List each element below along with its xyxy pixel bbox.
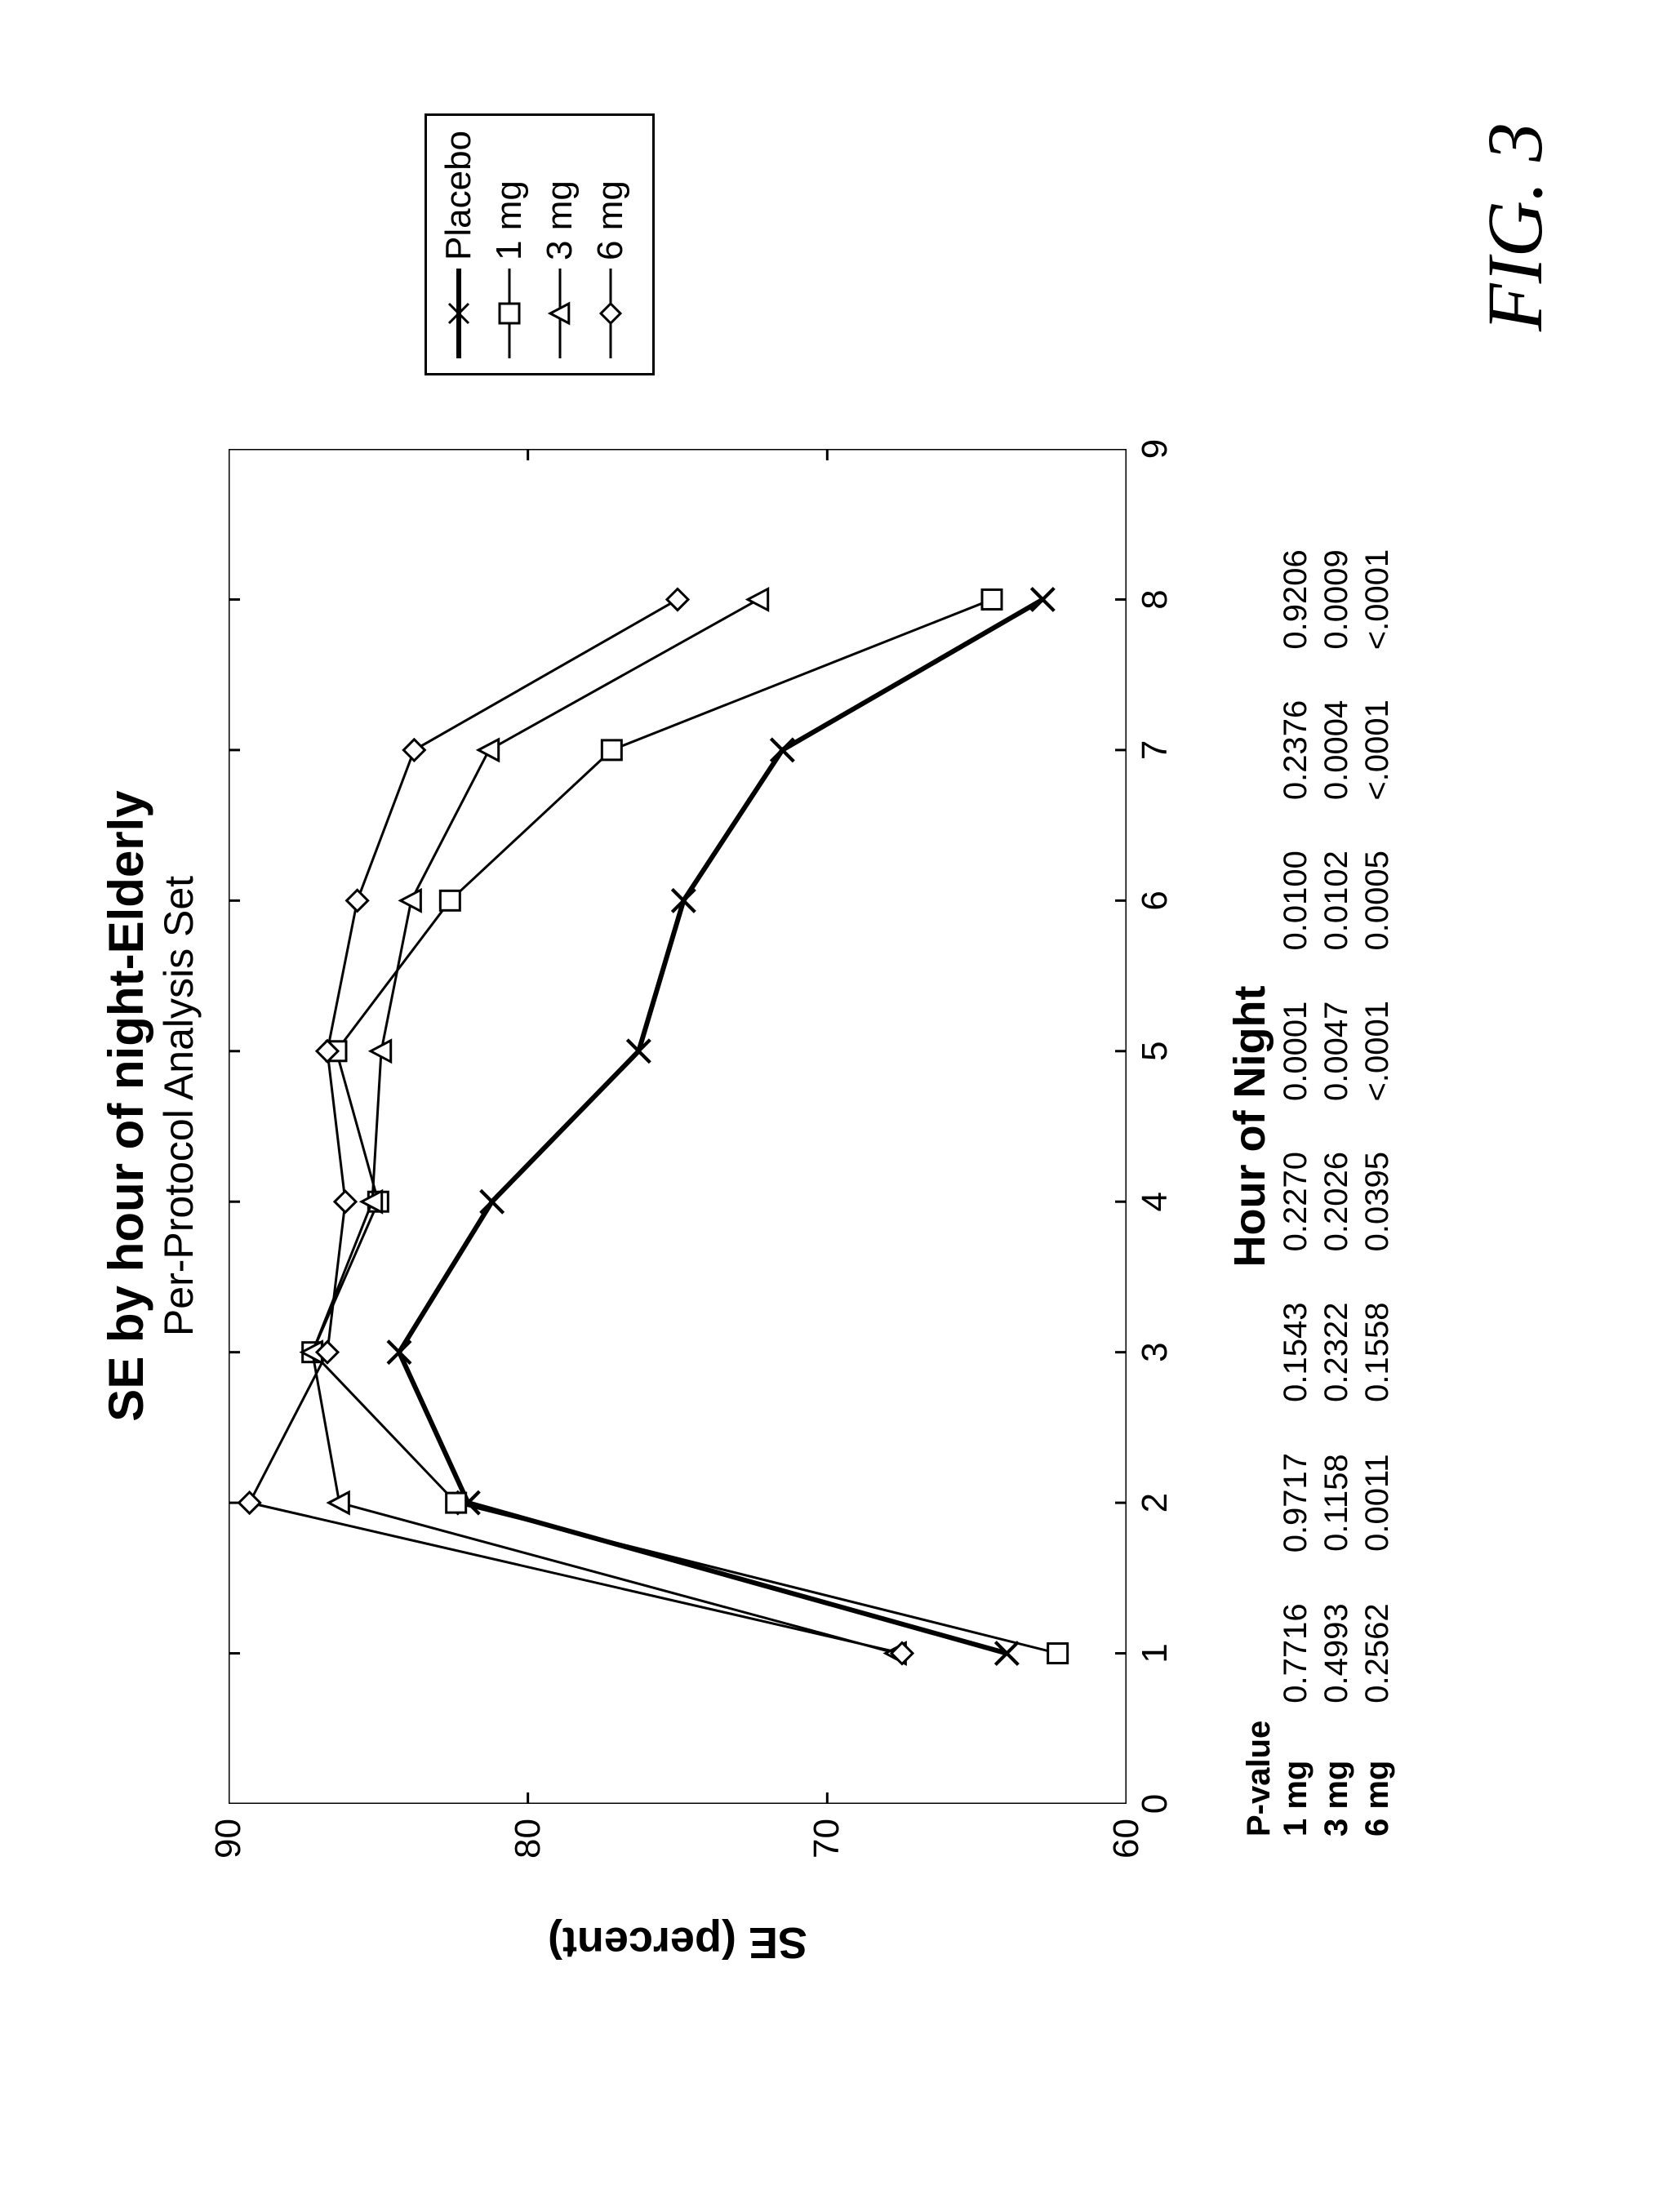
pvalue-row-label: 3 mg <box>1318 1739 1355 1837</box>
legend-label: 3 mg <box>540 180 580 260</box>
legend-label: 1 mg <box>489 180 530 260</box>
pvalue-cell: 0.2376 <box>1278 700 1314 800</box>
pvalue-row: 3 mg0.49930.11580.23220.20260.00470.0102… <box>1318 1721 1359 1837</box>
landscape-canvas: SE by hour of night-Elderly Per-Protocol… <box>0 0 1658 2212</box>
x-tick-label: 3 <box>1135 1342 1176 1361</box>
pvalue-cell: 0.0011 <box>1359 1454 1396 1551</box>
legend-item: Placebo <box>438 131 479 358</box>
pvalue-cell: <.0001 <box>1359 700 1396 800</box>
x-tick-label: 9 <box>1135 439 1176 459</box>
y-tick-label: 70 <box>807 1819 847 1859</box>
legend-item: 1 mg <box>489 131 530 358</box>
x-tick-label: 0 <box>1135 1794 1176 1814</box>
pvalue-cell: 0.9717 <box>1278 1453 1314 1552</box>
pvalue-cell: 0.2270 <box>1278 1152 1314 1251</box>
pvalue-cell: 0.7716 <box>1278 1603 1314 1703</box>
legend-marker-icon <box>493 269 526 358</box>
rotator: SE by hour of night-Elderly Per-Protocol… <box>0 0 1658 2212</box>
pvalue-cell: 0.2322 <box>1318 1303 1355 1402</box>
plot-area: SE (percent) Hour of Night 0123456789607… <box>229 449 1127 1804</box>
pvalue-cell: 0.4993 <box>1318 1603 1355 1703</box>
pvalue-cell: 0.0005 <box>1359 851 1396 950</box>
y-tick-label: 80 <box>508 1819 549 1859</box>
pvalue-cell: 0.0102 <box>1318 851 1355 950</box>
x-tick-label: 8 <box>1135 589 1176 609</box>
y-axis-label: SE (percent) <box>548 1917 807 1968</box>
legend-marker-icon <box>594 269 627 358</box>
pvalue-row-label: 6 mg <box>1359 1739 1396 1837</box>
legend-marker-icon <box>442 269 475 358</box>
pvalue-cell: 0.2026 <box>1318 1152 1355 1251</box>
pvalue-row-label: 1 mg <box>1278 1739 1314 1837</box>
pvalue-cell: 0.0004 <box>1318 700 1355 800</box>
pvalue-cell: 0.0001 <box>1278 1002 1314 1101</box>
figure-label: FIG. 3 <box>1469 122 1560 331</box>
legend-item: 6 mg <box>590 131 631 358</box>
x-tick-label: 2 <box>1135 1493 1176 1512</box>
chart-subtitle: Per-Protocol Analysis Set <box>155 0 202 2212</box>
x-tick-label: 6 <box>1135 891 1176 910</box>
x-tick-label: 1 <box>1135 1643 1176 1663</box>
pvalue-row: 1 mg0.77160.97170.15430.22700.00010.0100… <box>1278 1721 1318 1837</box>
legend-item: 3 mg <box>540 131 580 358</box>
legend-label: Placebo <box>438 131 479 260</box>
pvalue-row: 6 mg0.25620.00110.15580.0395<.00010.0005… <box>1359 1721 1400 1837</box>
pvalue-cell: <.0001 <box>1359 549 1396 650</box>
plot-svg <box>229 449 1127 1804</box>
legend-marker-icon <box>544 269 576 358</box>
pvalue-cell: 0.1543 <box>1278 1303 1314 1402</box>
x-tick-label: 5 <box>1135 1042 1176 1061</box>
pvalue-cell: 0.1158 <box>1318 1454 1355 1551</box>
legend-label: 6 mg <box>590 180 631 260</box>
pvalue-cell: 0.9206 <box>1278 549 1314 649</box>
x-tick-label: 4 <box>1135 1192 1176 1211</box>
pvalue-cell: 0.0395 <box>1359 1152 1396 1251</box>
pvalue-table: P-value1 mg0.77160.97170.15430.22700.000… <box>1241 1721 1400 1837</box>
page: SE by hour of night-Elderly Per-Protocol… <box>0 0 1658 2212</box>
pvalue-cell: 0.0100 <box>1278 851 1314 950</box>
pvalue-cell: 0.1558 <box>1359 1303 1396 1402</box>
x-axis-label: Hour of Night <box>1225 986 1275 1268</box>
pvalue-cell: <.0001 <box>1359 1001 1396 1101</box>
chart-title: SE by hour of night-Elderly <box>98 0 154 2212</box>
pvalue-cell: 0.0047 <box>1318 1002 1355 1101</box>
y-tick-label: 90 <box>208 1819 249 1859</box>
pvalue-header: P-value <box>1241 1721 1278 1837</box>
legend: Placebo1 mg3 mg6 mg <box>425 113 655 375</box>
y-tick-label: 60 <box>1106 1819 1147 1859</box>
pvalue-cell: 0.2562 <box>1359 1603 1396 1703</box>
pvalue-cell: 0.0009 <box>1318 549 1355 649</box>
x-tick-label: 7 <box>1135 740 1176 760</box>
